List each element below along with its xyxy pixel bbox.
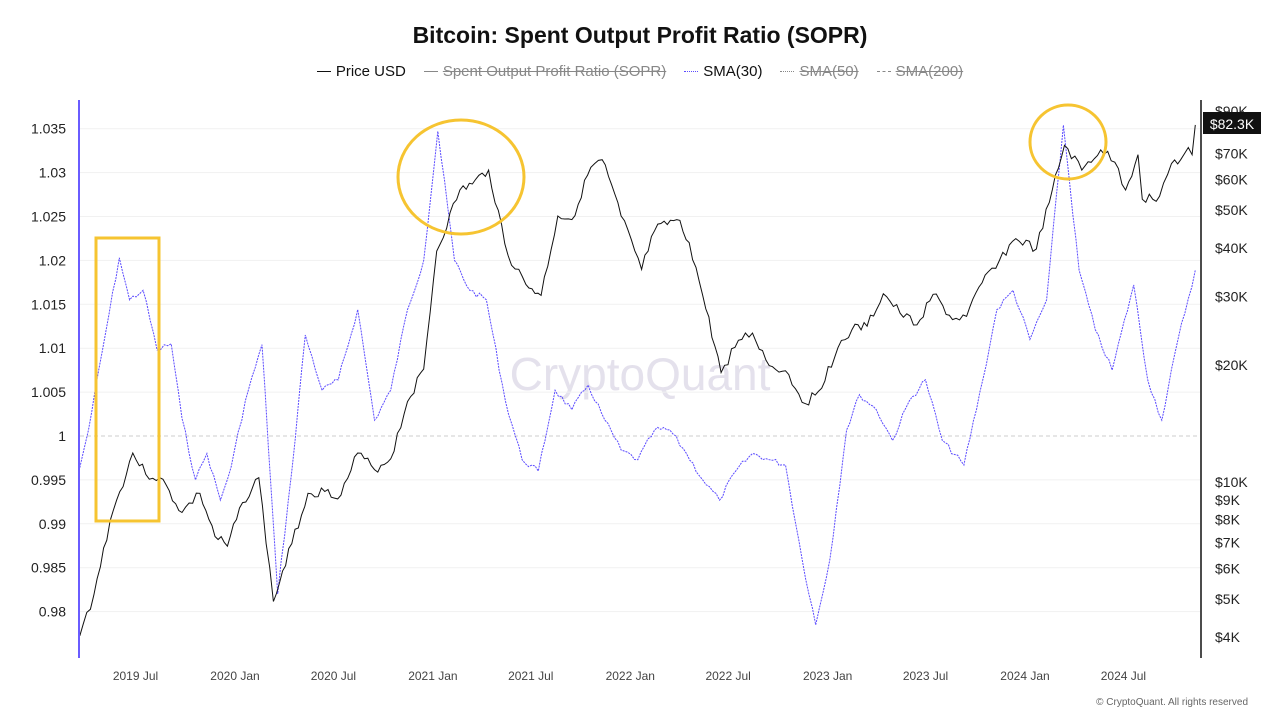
x-axis-tick-label: 2019 Jul — [113, 669, 158, 683]
x-axis-tick-label: 2024 Jul — [1101, 669, 1146, 683]
x-axis-tick-label: 2020 Jan — [210, 669, 259, 683]
annotation-circle — [1028, 103, 1108, 181]
left-axis-tick-label: 0.99 — [39, 516, 66, 532]
legend-item-price[interactable]: Price USD — [316, 63, 406, 80]
left-axis-tick-label: 1.015 — [31, 296, 66, 312]
right-axis-tick-label: $4K — [1215, 629, 1241, 645]
legend-label: SMA(50) — [799, 63, 859, 80]
x-axis-tick-label: 2023 Jul — [903, 669, 948, 683]
left-axis-tick-label: 0.995 — [31, 472, 66, 488]
legend-swatch — [780, 71, 795, 72]
legend-label: Price USD — [335, 63, 406, 80]
left-axis-tick-label: 0.98 — [39, 604, 66, 620]
right-axis-tick-label: $70K — [1215, 145, 1248, 161]
legend-item-sma30[interactable]: SMA(30) — [684, 63, 762, 80]
left-axis-tick-label: 1.005 — [31, 384, 66, 400]
left-axis-tick-label: 1.035 — [31, 121, 66, 137]
right-axis-tick-label: $30K — [1215, 288, 1248, 304]
x-axis-tick-label: 2021 Jan — [408, 669, 457, 683]
left-axis-tick-label: 1.01 — [39, 340, 66, 356]
annotations — [94, 103, 1108, 523]
left-axis-tick-label: 1.025 — [31, 209, 66, 225]
x-axis-tick-label: 2022 Jul — [705, 669, 750, 683]
legend-swatch — [316, 71, 331, 72]
left-axis-tick-label: 1.03 — [39, 165, 66, 181]
sma30-line — [79, 125, 1196, 625]
copyright: © CryptoQuant. All rights reserved — [1096, 697, 1248, 708]
x-axis-tick-label: 2021 Jul — [508, 669, 553, 683]
legend-item-sopr[interactable]: Spent Output Profit Ratio (SOPR) — [423, 63, 667, 80]
right-axis-tick-label: $9K — [1215, 492, 1241, 508]
legend-swatch — [876, 71, 891, 72]
legend-label: SMA(200) — [895, 63, 964, 80]
legend-item-sma200[interactable]: SMA(200) — [876, 63, 964, 80]
annotation-rectangle — [94, 236, 161, 523]
right-axis-tick-label: $5K — [1215, 591, 1241, 607]
right-axis-tick-label: $60K — [1215, 171, 1248, 187]
legend-label: SMA(30) — [703, 63, 763, 80]
current-price-badge: $82.3K — [1203, 112, 1261, 134]
x-axis-tick-label: 2024 Jan — [1000, 669, 1049, 683]
legend-swatch — [684, 71, 699, 72]
x-axis-tick-label: 2022 Jan — [606, 669, 655, 683]
right-axis-tick-label: $20K — [1215, 357, 1248, 373]
x-axis-tick-label: 2023 Jan — [803, 669, 852, 683]
right-axis-tick-label: $8K — [1215, 512, 1241, 528]
current-price-label: $82.3K — [1210, 116, 1255, 132]
left-axis-tick-label: 0.985 — [31, 560, 66, 576]
right-axis-tick-label: $50K — [1215, 202, 1248, 218]
left-axis-tick-label: 1 — [58, 428, 66, 444]
legend-label: Spent Output Profit Ratio (SOPR) — [442, 63, 667, 80]
right-axis-tick-label: $10K — [1215, 474, 1248, 490]
legend-item-sma50[interactable]: SMA(50) — [780, 63, 859, 80]
right-axis-tick-label: $40K — [1215, 240, 1248, 256]
annotation-circle — [396, 118, 526, 236]
watermark: CryptoQuant — [510, 348, 771, 400]
x-axis-tick-label: 2020 Jul — [311, 669, 356, 683]
legend: Price USD Spent Output Profit Ratio (SOP… — [0, 63, 1280, 80]
legend-swatch — [423, 71, 438, 72]
right-axis-tick-label: $6K — [1215, 560, 1241, 576]
right-axis-tick-label: $7K — [1215, 534, 1241, 550]
chart-title: Bitcoin: Spent Output Profit Ratio (SOPR… — [412, 22, 868, 48]
price-usd-line — [79, 124, 1196, 636]
left-axis-tick-label: 1.02 — [39, 252, 66, 268]
